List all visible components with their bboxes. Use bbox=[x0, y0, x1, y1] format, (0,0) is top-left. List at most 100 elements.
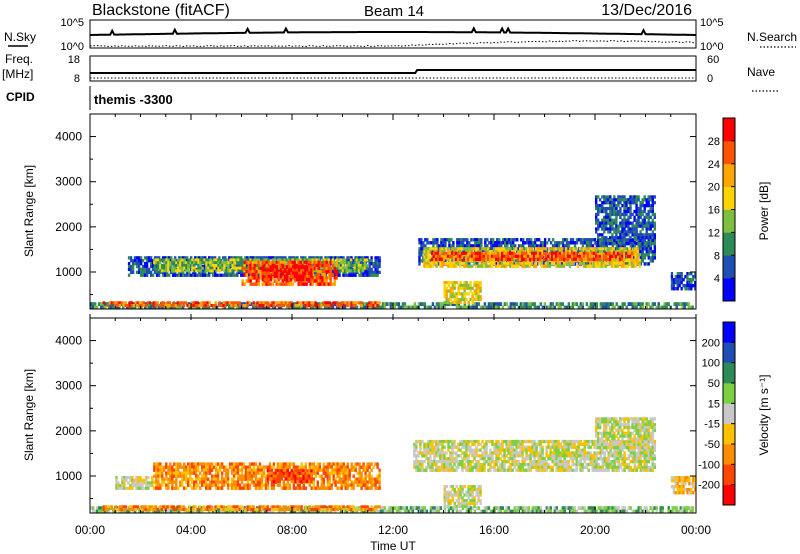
power-cell bbox=[622, 250, 625, 254]
velocity-cell bbox=[473, 509, 477, 514]
power-cell bbox=[288, 277, 291, 282]
power-cell bbox=[291, 282, 294, 286]
power-cell bbox=[239, 261, 242, 265]
power-cell bbox=[309, 260, 312, 265]
power-cell bbox=[556, 257, 560, 262]
power-cell bbox=[641, 242, 644, 246]
power-cell bbox=[608, 254, 612, 259]
power-cell bbox=[616, 261, 619, 265]
power-cell bbox=[571, 238, 575, 242]
power-cell bbox=[641, 212, 644, 217]
power-cell bbox=[548, 264, 552, 268]
power-cell bbox=[601, 195, 604, 199]
power-cell bbox=[612, 251, 616, 256]
power-cell bbox=[155, 305, 159, 310]
power-cell bbox=[553, 244, 557, 248]
power-cell bbox=[510, 257, 514, 262]
power-cell bbox=[462, 257, 466, 262]
power-cell bbox=[682, 284, 685, 288]
power-cell bbox=[251, 270, 254, 274]
power-cell bbox=[277, 274, 281, 279]
power-cell bbox=[241, 258, 244, 262]
power-cell bbox=[528, 261, 532, 265]
power-cell bbox=[252, 256, 255, 260]
velocity-cell bbox=[405, 509, 409, 514]
power-cell bbox=[247, 263, 250, 268]
power-cell bbox=[265, 282, 268, 286]
velocity-cell bbox=[325, 509, 329, 514]
power-cell bbox=[429, 247, 432, 251]
power-cell bbox=[678, 281, 681, 285]
power-cell bbox=[127, 256, 131, 260]
power-cell bbox=[649, 256, 652, 260]
power-cell bbox=[496, 257, 500, 262]
power-cell bbox=[303, 305, 307, 310]
power-cell bbox=[653, 233, 656, 237]
power-cell bbox=[214, 301, 217, 305]
velocity-cell bbox=[661, 509, 664, 514]
power-cell bbox=[563, 244, 567, 248]
power-cell bbox=[686, 272, 689, 276]
velocity-cell bbox=[435, 509, 439, 514]
power-cell bbox=[343, 261, 347, 265]
power-cell bbox=[686, 281, 689, 285]
power-colorbar-swatch bbox=[723, 186, 735, 210]
power-cell bbox=[451, 295, 454, 299]
power-cell bbox=[453, 247, 456, 251]
power-cell bbox=[447, 250, 450, 254]
power-cell bbox=[224, 256, 227, 260]
power-cell bbox=[580, 251, 584, 256]
power-cell bbox=[530, 251, 534, 256]
power-cell bbox=[131, 267, 135, 272]
power-cell bbox=[258, 301, 261, 305]
velocity-cell bbox=[659, 509, 662, 514]
velocity-cell bbox=[617, 506, 620, 510]
power-cell bbox=[472, 257, 476, 262]
power-cell bbox=[457, 300, 460, 304]
power-cell bbox=[441, 305, 445, 310]
power-cell bbox=[331, 258, 334, 262]
velocity-cell bbox=[353, 509, 357, 514]
power-cell bbox=[350, 304, 353, 308]
power-cell bbox=[621, 227, 624, 231]
power-cell bbox=[588, 247, 592, 251]
velocity-cell bbox=[591, 506, 594, 510]
power-cell bbox=[552, 254, 556, 259]
velocity-cell bbox=[321, 509, 325, 514]
power-cell bbox=[280, 256, 283, 260]
power-cell bbox=[628, 251, 632, 256]
power-cell bbox=[129, 256, 133, 260]
power-cell bbox=[418, 250, 421, 254]
power-cell bbox=[487, 305, 491, 310]
power-cell bbox=[649, 221, 652, 225]
power-cell bbox=[460, 251, 464, 256]
power-cell bbox=[465, 292, 468, 296]
velocity-cell bbox=[233, 509, 237, 514]
power-cell bbox=[477, 281, 480, 285]
power-cell bbox=[223, 258, 226, 262]
power-cell bbox=[149, 273, 153, 277]
velocity-cell bbox=[369, 509, 373, 514]
power-cell bbox=[605, 195, 608, 199]
power-cell bbox=[374, 262, 377, 266]
power-cell bbox=[304, 277, 307, 282]
velocity-cell bbox=[625, 509, 628, 514]
power-cell bbox=[163, 263, 166, 267]
power-cell bbox=[230, 304, 233, 308]
power-cell bbox=[434, 238, 437, 242]
power-cell bbox=[310, 274, 313, 279]
velocity-cell bbox=[349, 509, 353, 514]
power-cell bbox=[467, 253, 470, 257]
power-cell bbox=[540, 247, 544, 251]
power-cell bbox=[596, 261, 599, 265]
power-cell bbox=[437, 302, 441, 306]
power-cell bbox=[213, 305, 217, 310]
power-cell bbox=[649, 204, 652, 208]
power-cell bbox=[556, 247, 560, 251]
power-cell bbox=[572, 254, 576, 259]
power-cell bbox=[128, 301, 131, 305]
power-cell bbox=[288, 256, 291, 260]
power-cell bbox=[562, 264, 566, 268]
power-cell bbox=[526, 241, 529, 245]
power-cell bbox=[475, 295, 478, 299]
